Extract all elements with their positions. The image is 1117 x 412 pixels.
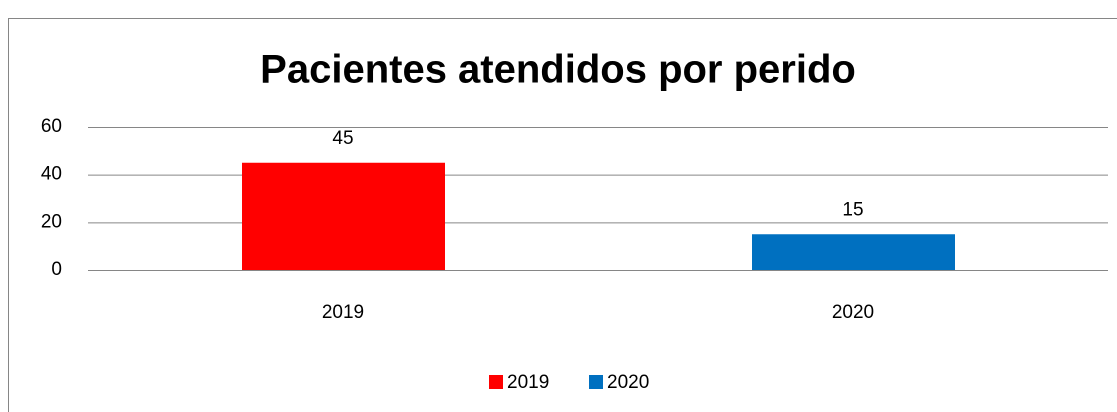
chart-border [8, 18, 1117, 412]
x-tick-label: 2019 [322, 302, 364, 323]
y-tick-label: 60 [41, 116, 62, 137]
legend-label: 2019 [507, 372, 549, 393]
data-label: 45 [332, 128, 353, 149]
y-tick-label: 40 [41, 164, 62, 185]
y-tick-label: 20 [41, 211, 62, 232]
legend-label: 2020 [607, 372, 649, 393]
bar [242, 162, 445, 270]
y-tick-label: 0 [51, 259, 62, 280]
x-tick-label: 2020 [832, 302, 874, 323]
data-label: 15 [842, 199, 863, 220]
legend-swatch [489, 375, 503, 389]
legend-swatch [589, 375, 603, 389]
bar [752, 234, 955, 270]
chart-title: Pacientes atendidos por perido [260, 48, 856, 92]
